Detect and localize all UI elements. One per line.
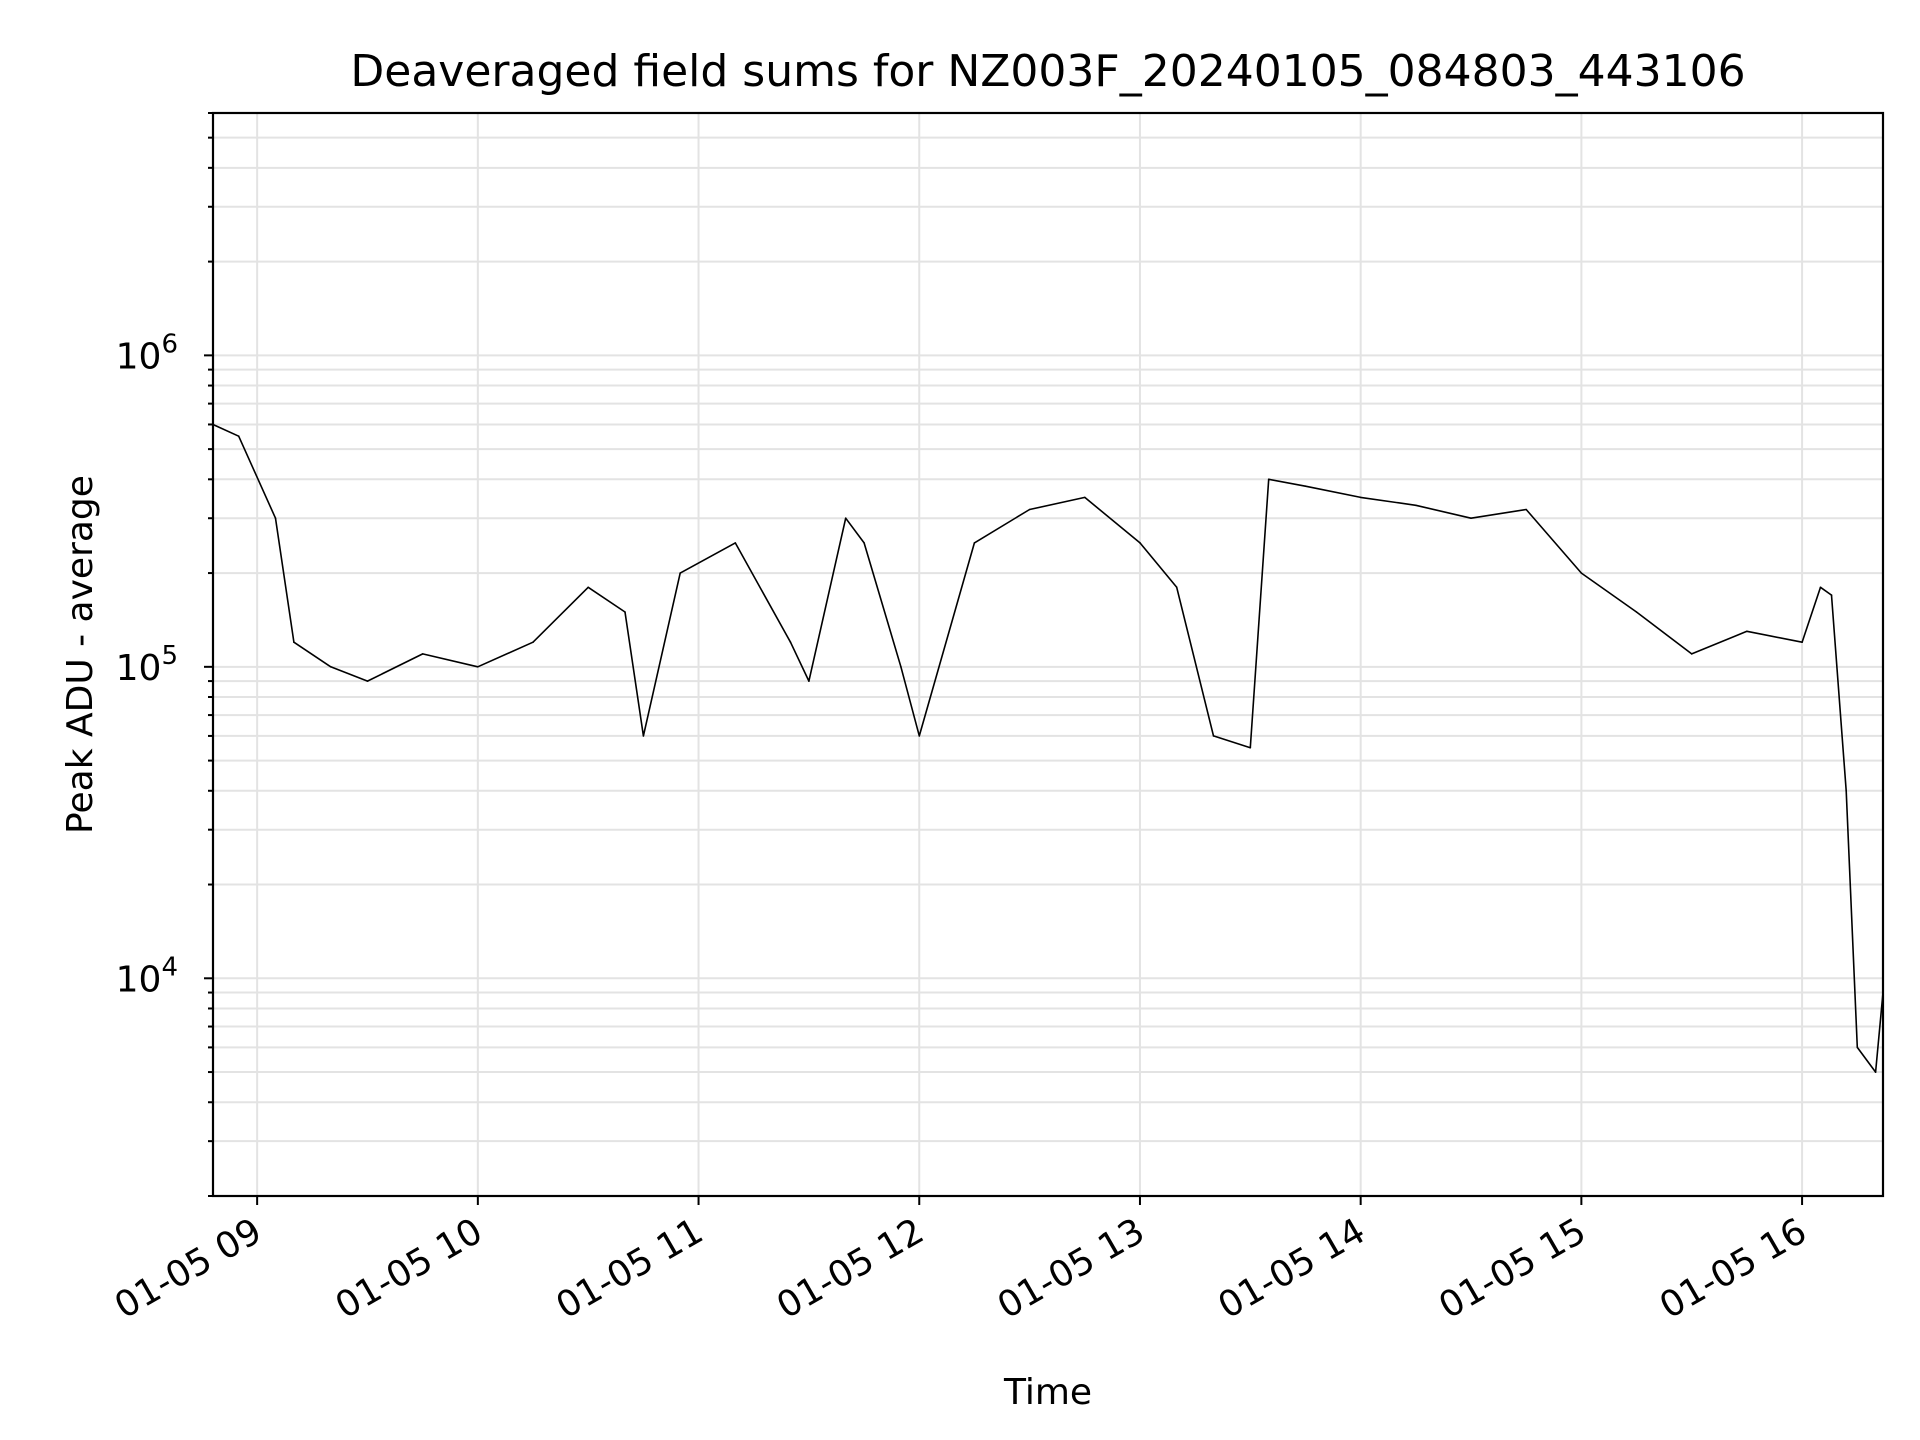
data-point (1175, 586, 1178, 589)
x-tick-label: 01-05 15 (1432, 1211, 1593, 1327)
y-tick-exponent: 5 (161, 641, 178, 671)
data-point (679, 572, 681, 574)
data-point (274, 517, 277, 519)
y-tick-exponent: 6 (161, 329, 178, 359)
data-point (1267, 478, 1270, 481)
x-tick-label: 01-05 14 (1212, 1211, 1373, 1327)
y-tick-label: 105 (116, 641, 178, 689)
data-point (808, 680, 810, 682)
y-tick-base: 10 (116, 959, 162, 1000)
x-tick-label: 01-05 10 (329, 1211, 490, 1327)
y-axis-label: Peak ADU - average (60, 475, 101, 834)
data-point (1874, 1071, 1877, 1073)
data-point (624, 611, 626, 613)
data-point (1028, 508, 1031, 511)
data-point (1635, 611, 1638, 613)
data-point (1084, 496, 1086, 499)
data-point (421, 653, 424, 655)
data-point (844, 517, 847, 519)
data-point (863, 542, 865, 544)
data-point (237, 435, 240, 438)
data-point (1690, 653, 1693, 655)
x-tick-label: 01-05 12 (770, 1211, 931, 1327)
data-point (329, 666, 332, 668)
y-tick-exponent: 4 (161, 952, 178, 982)
data-point (900, 666, 902, 668)
data-point (1845, 790, 1847, 792)
y-tick-label: 106 (116, 329, 178, 377)
series-line-0 (212, 423, 1884, 1073)
data-point (532, 641, 534, 643)
data-point (1139, 542, 1141, 544)
data-point (973, 542, 976, 544)
data-point (1415, 504, 1417, 507)
data-point (1359, 496, 1362, 499)
data-point (1801, 641, 1803, 643)
data-point (1746, 630, 1748, 633)
data-point (1249, 746, 1252, 749)
x-axis: 01-05 09 01-05 10 01-05 11 01-05 12 01-05 13… (108, 1196, 1814, 1327)
data-point (1580, 572, 1583, 574)
plot-frame (211, 111, 1885, 1198)
data-point (1856, 1046, 1859, 1049)
x-tick-label: 01-05 09 (108, 1211, 269, 1327)
data-point (1525, 508, 1527, 511)
data-point (642, 735, 645, 737)
data-point (1819, 586, 1822, 589)
data-point (477, 666, 479, 668)
data-point (734, 542, 737, 544)
y-tick-label: 104 (116, 952, 178, 1000)
data-point (789, 641, 792, 643)
data-point (1830, 594, 1833, 596)
x-tick-label: 01-05 13 (991, 1211, 1152, 1327)
data-point (918, 735, 921, 737)
chart-title: Deaveraged field sums for NZ003F_2024010… (350, 46, 1745, 97)
data-point (587, 586, 589, 589)
data-point (1304, 485, 1307, 488)
x-axis-label: Time (1003, 1372, 1092, 1413)
data-point (1212, 735, 1215, 737)
data-point (366, 680, 369, 682)
y-tick-base: 10 (116, 648, 162, 689)
x-tick-label: 01-05 16 (1653, 1211, 1814, 1327)
data-point (293, 641, 295, 643)
x-tick-label: 01-05 11 (549, 1211, 710, 1327)
series-layer (212, 423, 1884, 1073)
data-point (1470, 517, 1472, 519)
y-tick-base: 10 (116, 336, 162, 377)
grid (213, 112, 1883, 1197)
